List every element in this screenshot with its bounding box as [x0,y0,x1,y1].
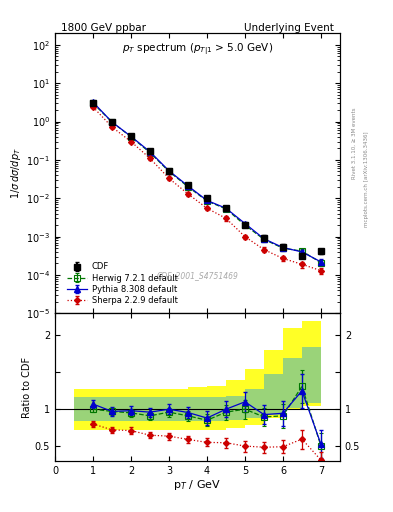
Bar [74,389,93,430]
Bar [131,397,150,421]
Bar [112,389,131,430]
Bar [112,397,131,421]
Bar [169,389,188,430]
Bar [302,321,321,406]
Bar [207,397,226,421]
Text: 1800 GeV ppbar: 1800 GeV ppbar [61,23,146,33]
Text: mcplots.cern.ch [arXiv:1306.3436]: mcplots.cern.ch [arXiv:1306.3436] [364,132,369,227]
Text: $p_T$ spectrum ($p_{T|1}$ > 5.0 GeV): $p_T$ spectrum ($p_{T|1}$ > 5.0 GeV) [122,41,273,57]
Bar [226,396,245,420]
Bar [169,397,188,421]
Legend: CDF, Herwig 7.2.1 default, Pythia 8.308 default, Sherpa 2.2.9 default: CDF, Herwig 7.2.1 default, Pythia 8.308 … [65,261,179,306]
X-axis label: p$_T$ / GeV: p$_T$ / GeV [173,478,222,493]
Bar [188,397,207,421]
Bar [283,328,302,409]
Bar [226,380,245,428]
Bar [302,347,321,403]
Bar [245,389,264,418]
Bar [150,397,169,421]
Text: CDF_2001_S4751469: CDF_2001_S4751469 [156,271,239,280]
Bar [188,387,207,430]
Bar [74,397,93,421]
Bar [131,389,150,430]
Bar [150,389,169,430]
Bar [245,369,264,425]
Bar [207,386,226,430]
Bar [93,389,112,430]
Bar [264,350,283,418]
Bar [93,397,112,421]
Bar [283,357,302,408]
Text: Rivet 3.1.10, ≥ 3M events: Rivet 3.1.10, ≥ 3M events [352,108,357,179]
Y-axis label: Ratio to CDF: Ratio to CDF [22,356,32,418]
Y-axis label: $1/\sigma\,d\sigma/dp_T$: $1/\sigma\,d\sigma/dp_T$ [9,147,23,199]
Text: Underlying Event: Underlying Event [244,23,334,33]
Bar [264,374,283,415]
